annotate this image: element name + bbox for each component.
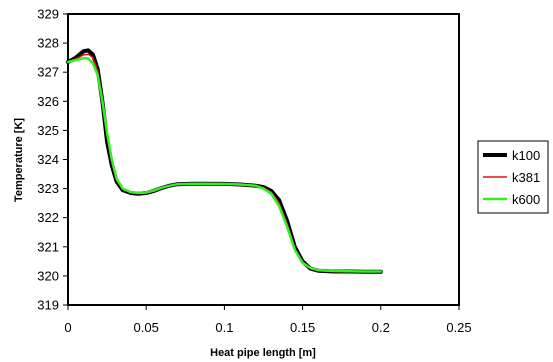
legend: k100 k381 k600 bbox=[477, 140, 549, 214]
x-tick-label: 0.15 bbox=[290, 320, 315, 335]
y-tick-label: 321 bbox=[37, 239, 59, 254]
plot-area bbox=[67, 13, 460, 306]
x-axis-title: Heat pipe length [m] bbox=[210, 347, 316, 359]
y-tick-label: 319 bbox=[37, 298, 59, 313]
y-tick-label: 329 bbox=[37, 7, 59, 22]
series-layer bbox=[66, 48, 383, 274]
y-tick-label: 320 bbox=[37, 268, 59, 283]
y-tick-label: 327 bbox=[37, 65, 59, 80]
y-axis-title: Temperature [K] bbox=[13, 118, 25, 202]
x-tick-label: 0.05 bbox=[134, 320, 159, 335]
x-tick-label: 0.1 bbox=[215, 320, 233, 335]
legend-label-k100: k100 bbox=[512, 148, 540, 163]
y-axis-ticks: 319 320 321 322 323 324 325 326 327 328 329 bbox=[37, 7, 68, 313]
x-tick-label: 0.25 bbox=[446, 320, 471, 335]
legend-label-k600: k600 bbox=[512, 192, 540, 207]
x-tick-label: 0.2 bbox=[372, 320, 390, 335]
y-tick-label: 323 bbox=[37, 181, 59, 196]
y-tick-label: 325 bbox=[37, 123, 59, 138]
y-tick-label: 324 bbox=[37, 152, 59, 167]
y-tick-label: 326 bbox=[37, 94, 59, 109]
y-tick-label: 322 bbox=[37, 210, 59, 225]
y-tick-label: 328 bbox=[37, 36, 59, 51]
x-tick-label: 0 bbox=[64, 320, 71, 335]
legend-items: k100 k381 k600 bbox=[483, 148, 540, 207]
series-line-k600 bbox=[66, 56, 383, 273]
x-axis-ticks: 0 0.05 0.1 0.15 0.2 0.25 bbox=[64, 305, 472, 335]
legend-label-k381: k381 bbox=[512, 170, 540, 185]
